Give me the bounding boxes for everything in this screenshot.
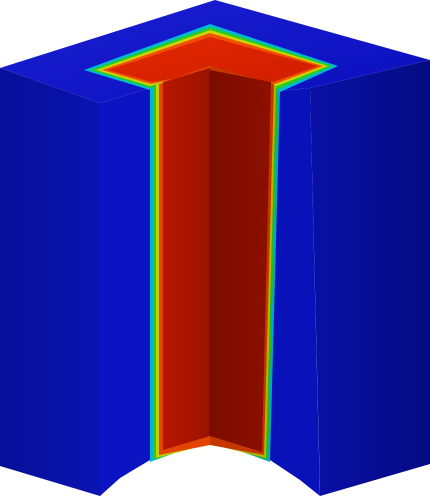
left-inner-red [163,68,210,450]
left-cut-wall [100,88,150,496]
outer-left-face [0,68,100,496]
right-inner-red [210,70,271,452]
top-inner-red [108,37,318,82]
right-cut-wall [270,88,320,496]
outer-right-face [310,60,430,496]
